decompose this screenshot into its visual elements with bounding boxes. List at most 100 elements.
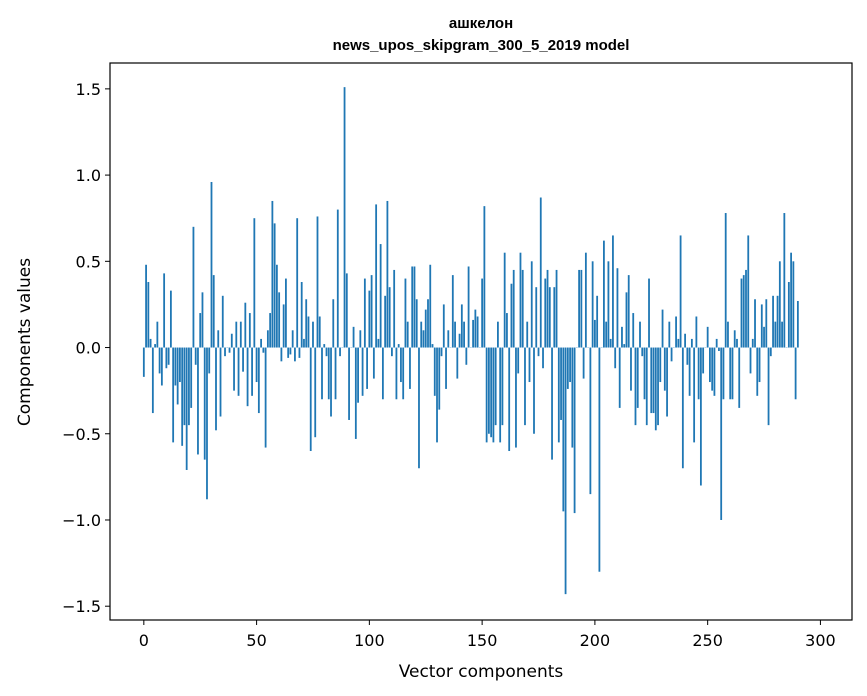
bar-component-225 bbox=[650, 347, 653, 414]
bar-component-60 bbox=[278, 292, 281, 348]
bar-component-244 bbox=[693, 347, 696, 443]
bar-component-268 bbox=[747, 235, 750, 348]
bar-component-106 bbox=[381, 347, 384, 400]
x-tick-label-150: 150 bbox=[467, 631, 498, 650]
bar-component-82 bbox=[327, 347, 330, 400]
bar-component-104 bbox=[377, 338, 380, 348]
bar-component-46 bbox=[246, 347, 249, 407]
bar-component-108 bbox=[386, 200, 389, 348]
bar-component-76 bbox=[314, 347, 317, 438]
y-tick-label-1.5: 1.5 bbox=[76, 80, 101, 99]
bar-component-79 bbox=[321, 347, 323, 400]
bar-component-30 bbox=[210, 181, 213, 348]
bar-component-142 bbox=[463, 321, 465, 348]
bar-component-146 bbox=[472, 319, 474, 348]
bar-component-154 bbox=[490, 347, 493, 438]
bar-component-181 bbox=[551, 347, 553, 460]
bar-component-43 bbox=[239, 321, 242, 348]
y-tick-label--1: −1.0 bbox=[62, 511, 101, 530]
bar-component-84 bbox=[332, 299, 335, 348]
bar-component-281 bbox=[776, 295, 779, 348]
bar-component-77 bbox=[316, 216, 319, 348]
bar-component-120 bbox=[413, 266, 416, 348]
bar-component-98 bbox=[363, 278, 366, 348]
bar-component-267 bbox=[745, 269, 747, 348]
bar-component-1 bbox=[145, 264, 147, 348]
bar-component-23 bbox=[194, 347, 197, 365]
bar-component-121 bbox=[415, 299, 418, 348]
bar-component-75 bbox=[312, 321, 314, 348]
bar-component-190 bbox=[571, 347, 574, 448]
bar-component-165 bbox=[515, 347, 517, 448]
bar-component-167 bbox=[519, 252, 522, 348]
bar-component-72 bbox=[305, 299, 308, 348]
x-tick-label-250: 250 bbox=[692, 631, 723, 650]
bar-component-13 bbox=[172, 347, 175, 443]
bar-component-201 bbox=[596, 295, 599, 348]
bar-component-94 bbox=[354, 347, 357, 439]
bar-component-58 bbox=[273, 223, 276, 348]
bar-component-180 bbox=[548, 287, 551, 348]
bar-component-238 bbox=[679, 235, 682, 348]
bar-component-115 bbox=[402, 347, 405, 400]
bar-component-187 bbox=[564, 347, 567, 595]
bar-component-107 bbox=[384, 295, 387, 348]
bar-component-213 bbox=[623, 344, 626, 348]
bar-component-18 bbox=[183, 347, 186, 426]
bar-component-226 bbox=[652, 347, 655, 414]
bar-component-257 bbox=[722, 347, 725, 400]
bar-component-158 bbox=[499, 347, 502, 443]
bar-component-241 bbox=[686, 347, 689, 365]
bar-component-99 bbox=[366, 347, 368, 389]
bar-component-277 bbox=[767, 347, 770, 426]
bar-component-173 bbox=[533, 347, 535, 434]
bar-component-212 bbox=[621, 326, 623, 348]
bar-component-70 bbox=[300, 282, 303, 348]
bar-component-237 bbox=[677, 338, 680, 348]
bar-component-176 bbox=[539, 197, 542, 348]
bar-component-218 bbox=[634, 347, 637, 426]
bar-component-14 bbox=[174, 347, 177, 386]
bar-component-61 bbox=[280, 347, 283, 362]
bar-component-135 bbox=[447, 330, 450, 348]
bar-component-31 bbox=[212, 275, 215, 348]
x-tick-label-200: 200 bbox=[580, 631, 611, 650]
bar-component-156 bbox=[494, 347, 497, 426]
bar-component-223 bbox=[645, 347, 648, 426]
bar-component-29 bbox=[208, 347, 211, 374]
bar-component-230 bbox=[661, 309, 664, 348]
bar-component-122 bbox=[418, 347, 420, 469]
bar-component-11 bbox=[167, 347, 170, 365]
bar-component-141 bbox=[460, 304, 463, 348]
bar-component-258 bbox=[724, 213, 727, 348]
bar-component-26 bbox=[201, 292, 204, 348]
bar-component-262 bbox=[733, 330, 736, 348]
bar-component-148 bbox=[476, 316, 479, 348]
bar-series bbox=[142, 87, 799, 595]
bar-component-41 bbox=[235, 321, 238, 348]
bar-component-78 bbox=[318, 316, 321, 348]
y-tick-label-0: 0.0 bbox=[76, 339, 101, 358]
bar-component-54 bbox=[264, 347, 267, 448]
bar-component-47 bbox=[248, 313, 251, 348]
bar-component-288 bbox=[792, 261, 795, 348]
bar-component-24 bbox=[197, 347, 199, 455]
bar-component-283 bbox=[781, 321, 783, 348]
bar-component-83 bbox=[330, 347, 332, 417]
bar-component-205 bbox=[605, 321, 608, 348]
bar-component-105 bbox=[379, 244, 382, 348]
bar-component-89 bbox=[343, 87, 346, 348]
bar-component-171 bbox=[528, 347, 531, 383]
bar-component-272 bbox=[756, 347, 759, 396]
bar-component-273 bbox=[758, 347, 761, 383]
bar-component-65 bbox=[289, 347, 292, 355]
x-tick-label-0: 0 bbox=[139, 631, 149, 650]
bar-component-198 bbox=[589, 347, 592, 495]
bar-component-163 bbox=[510, 283, 513, 348]
bar-component-222 bbox=[643, 347, 646, 400]
bar-component-4 bbox=[151, 347, 154, 414]
bar-component-182 bbox=[553, 287, 556, 348]
bar-component-39 bbox=[230, 333, 233, 348]
bar-component-236 bbox=[675, 316, 677, 348]
bar-component-206 bbox=[607, 261, 610, 348]
